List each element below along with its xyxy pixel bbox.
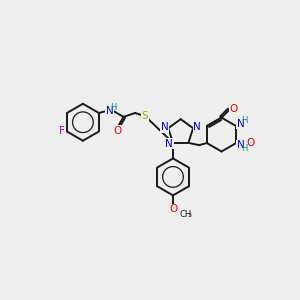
Text: N: N — [193, 122, 201, 132]
Text: S: S — [142, 111, 148, 121]
Text: O: O — [169, 204, 177, 214]
Text: H: H — [110, 103, 117, 112]
Text: O: O — [230, 104, 238, 114]
Text: N: N — [165, 139, 173, 148]
Text: H: H — [242, 144, 248, 153]
Text: H: H — [242, 116, 248, 125]
Text: O: O — [113, 126, 122, 136]
Text: N: N — [237, 119, 245, 129]
Text: O: O — [246, 138, 254, 148]
Text: N: N — [237, 140, 245, 150]
Text: N: N — [106, 106, 114, 116]
Text: 3: 3 — [188, 213, 192, 218]
Text: F: F — [58, 127, 64, 136]
Text: N: N — [160, 122, 168, 132]
Text: CH: CH — [179, 210, 191, 219]
